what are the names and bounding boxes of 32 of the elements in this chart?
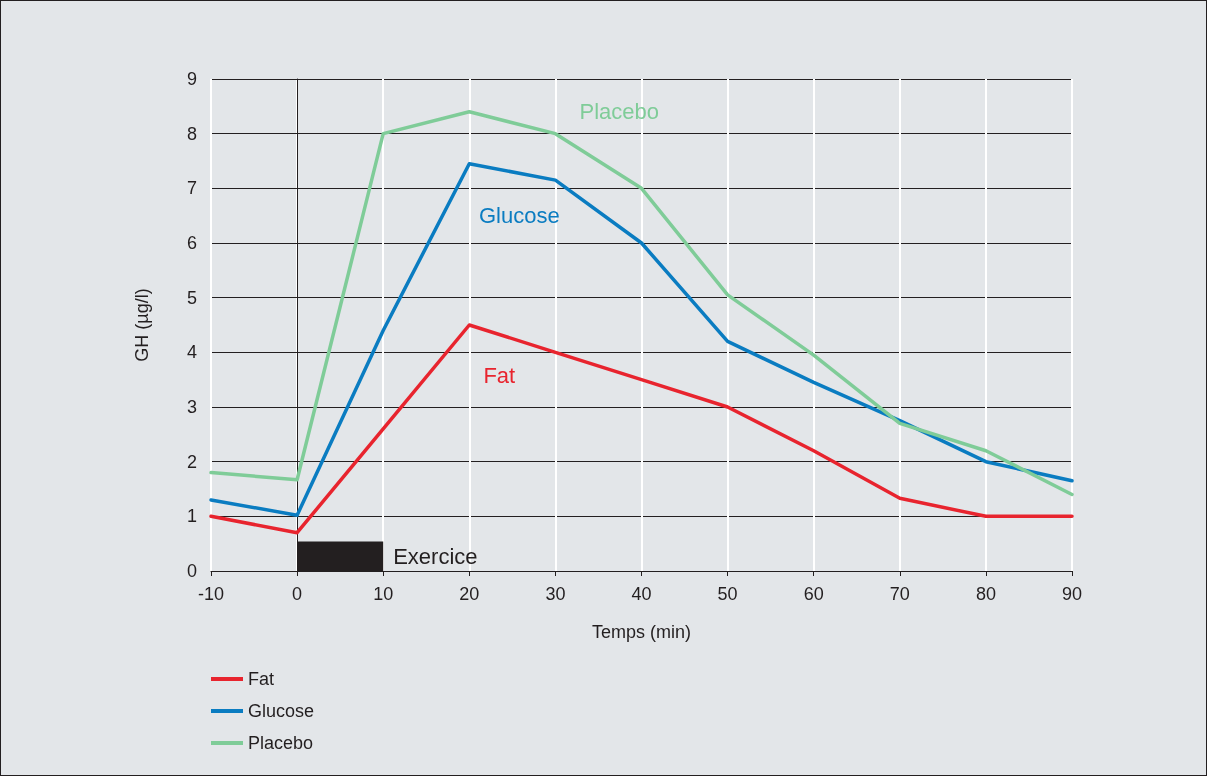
text: Glucose	[478, 203, 560, 229]
x-tick-label: -10	[197, 584, 225, 604]
line-series	[209, 161, 1074, 517]
text: Fat	[483, 362, 516, 388]
x-tick-label: 30	[545, 584, 566, 604]
x-tick-label: 80	[975, 584, 996, 604]
legend-label: Fat	[248, 669, 275, 689]
text: Placebo	[579, 99, 660, 125]
y-tick-label: 1	[186, 506, 197, 527]
y-axis-title: GH (µg/l)	[132, 288, 152, 362]
x-tick-label: 50	[717, 584, 738, 604]
y-tick-label: 6	[186, 233, 197, 253]
x-tick-label: 90	[1061, 584, 1083, 604]
x-tick-label: 0	[292, 584, 303, 604]
y-tick-label: 7	[186, 178, 197, 199]
x-tick-label: 10	[373, 584, 394, 604]
x-tick-label: 70	[889, 584, 910, 604]
line-series	[209, 323, 1074, 535]
y-tick-label: 3	[186, 397, 197, 417]
y-tick-label: 4	[186, 342, 197, 363]
x-tick-label: 60	[803, 584, 824, 604]
y-tick-label: 2	[186, 451, 197, 472]
x-axis-title: Temps (min)	[591, 622, 692, 642]
y-tick-label: 5	[186, 287, 197, 308]
y-tick-label: 8	[186, 123, 197, 144]
band-label: Exercice	[393, 543, 478, 569]
y-tick-label: 9	[186, 69, 197, 89]
x-tick-label: 40	[631, 584, 652, 604]
y-tick-label: 0	[186, 561, 197, 581]
legend-label: Glucose	[248, 701, 315, 721]
legend-label: Placebo	[248, 733, 314, 753]
x-tick-label: 20	[459, 584, 480, 604]
